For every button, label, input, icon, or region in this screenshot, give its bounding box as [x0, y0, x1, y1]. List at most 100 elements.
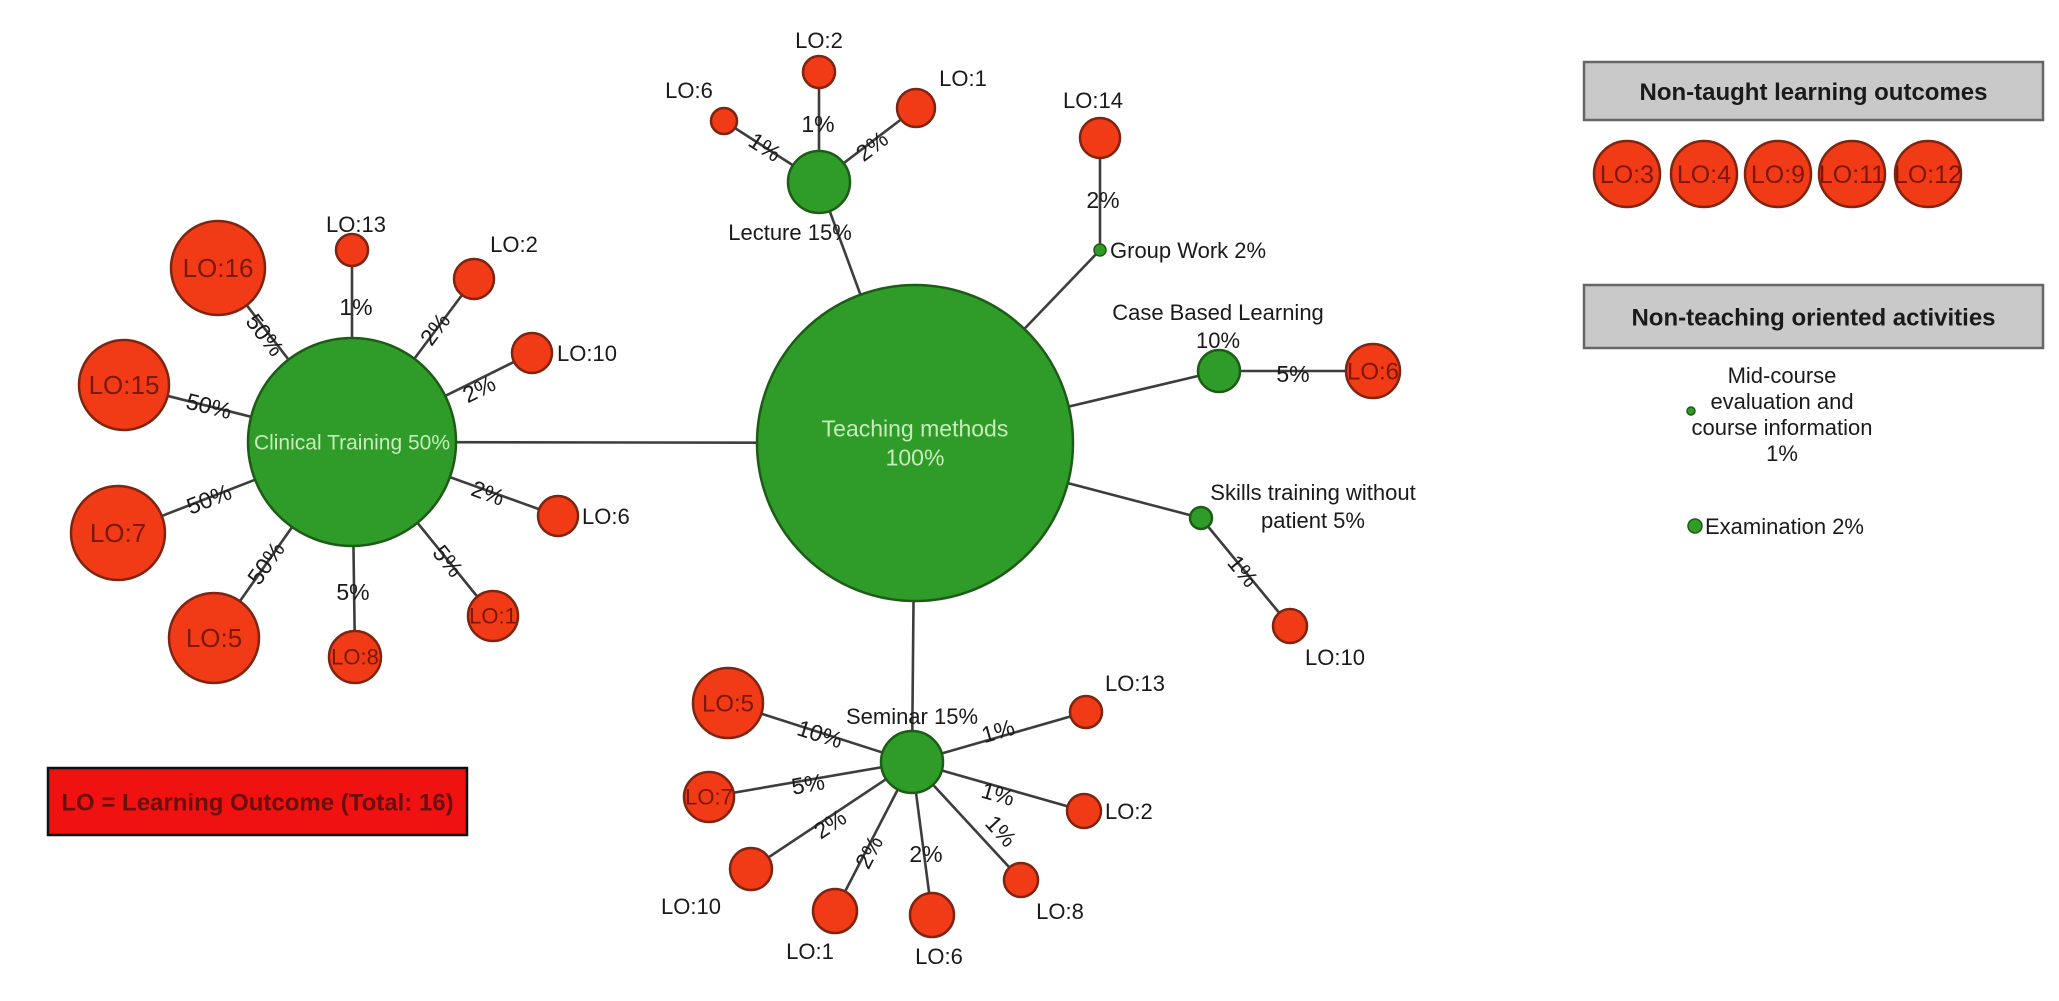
node-label-cbl: Case Based Learning [1112, 300, 1324, 325]
edge-label-seminar-m1: 2% [850, 831, 888, 872]
node-r12 [1893, 139, 1963, 209]
node-c15 [77, 338, 171, 432]
node-c10 [510, 331, 554, 375]
node-m6 [908, 891, 956, 939]
node-inside-label-teaching: 100% [886, 444, 945, 470]
edge-label-clinical-c1: 5% [427, 540, 468, 582]
node-inside-label-r11: LO:11 [1819, 161, 1885, 189]
node-r4 [1669, 139, 1739, 209]
edge-label-clinical-c2: 2% [415, 308, 456, 350]
node-seminar [879, 729, 945, 795]
node-label-l6: LO:6 [665, 78, 713, 103]
node-label-groupwork: Group Work 2% [1110, 238, 1266, 263]
node-label-l1: LO:1 [939, 66, 987, 91]
node-inside-label-c7: LO:7 [90, 518, 146, 548]
edge-skills-s10 [1199, 517, 1292, 627]
node-inside-label-c16: LO:16 [183, 253, 254, 283]
edge-label-seminar-m6: 2% [909, 841, 942, 867]
edge-label-groupwork-g14: 2% [1086, 187, 1119, 213]
node-label-seminar: Seminar 15% [846, 704, 978, 729]
node-c7 [69, 484, 167, 582]
edge-label-clinical-c16: 50% [241, 309, 290, 361]
edge-label-lecture-l2: 1% [801, 111, 834, 137]
node-m7 [682, 770, 736, 824]
node-m2 [1065, 792, 1103, 830]
nodes-layer [69, 54, 1963, 939]
edge-label-seminar-m2: 1% [978, 777, 1017, 811]
edge-label-seminar-m10: 2% [809, 804, 851, 844]
legend-box [46, 766, 469, 837]
node-m8 [1002, 861, 1040, 899]
node-inside-label-m7: LO:7 [685, 785, 733, 810]
node-inside-label-c15: LO:15 [89, 370, 160, 400]
edge-seminar-m7 [708, 760, 913, 799]
node-label-exam: Examination 2% [1705, 514, 1864, 539]
node-g14 [1078, 116, 1122, 160]
node-inside-label-clinical: Clinical Training 50% [254, 431, 450, 454]
node-inside-label-r4: LO:4 [1677, 161, 1731, 189]
node-inside-label-teaching: Teaching methods [822, 416, 1009, 442]
node-inside-label-c1: LO:1 [469, 604, 517, 629]
node-m10 [728, 846, 774, 892]
edge-label-seminar-m8: 1% [980, 810, 1022, 852]
edge-label-clinical-c5: 50% [242, 537, 290, 590]
node-label-g14: LO:14 [1063, 88, 1123, 113]
edge-label-clinical-c13: 1% [339, 294, 372, 320]
node-lecture [786, 149, 852, 215]
node-inside-label-r12: LO:12 [1894, 161, 1962, 189]
node-c1 [466, 589, 520, 643]
node-inside-label-cb6: LO:6 [1347, 358, 1399, 385]
node-c6 [536, 494, 580, 538]
node-label-c13: LO:13 [326, 212, 386, 237]
node-inside-label-m5: LO:5 [702, 690, 754, 717]
edge-label-clinical-c10: 2% [458, 370, 499, 408]
node-skills [1188, 505, 1214, 531]
edge-label-seminar-m7: 5% [789, 768, 826, 799]
node-c2 [452, 257, 496, 301]
node-label-skills: patient 5% [1261, 508, 1365, 533]
node-label-l2: LO:2 [795, 28, 843, 53]
edge-label-clinical-c15: 50% [184, 388, 235, 424]
node-label-m8: LO:8 [1036, 899, 1084, 924]
node-c16 [169, 219, 267, 317]
node-exam [1687, 518, 1703, 534]
node-midcourse [1686, 406, 1696, 416]
node-l2 [801, 54, 837, 90]
node-inside-label-c5: LO:5 [186, 623, 242, 653]
node-label-c10: LO:10 [557, 341, 617, 366]
node-label-lecture: Lecture 15% [728, 220, 852, 245]
node-c8 [327, 629, 383, 685]
node-m5 [691, 666, 765, 740]
node-inside-label-r9: LO:9 [1751, 161, 1805, 189]
legend-label: LO = Learning Outcome (Total: 16) [61, 790, 453, 817]
node-label-midcourse: Mid-course [1728, 363, 1837, 388]
node-m13 [1068, 694, 1104, 730]
edge-label-clinical-c7: 50% [183, 479, 235, 520]
non-taught-header-box [1582, 60, 2045, 122]
non-teaching-header-label: Non-teaching oriented activities [1631, 305, 1995, 332]
non-taught-header-label: Non-taught learning outcomes [1640, 79, 1988, 106]
node-cb6 [1344, 342, 1402, 400]
edge-label-cbl-cb6: 5% [1276, 361, 1309, 387]
node-l1 [895, 87, 937, 129]
node-teaching [755, 283, 1075, 603]
node-label-c6: LO:6 [582, 504, 630, 529]
node-label-c2: LO:2 [490, 232, 538, 257]
node-r3 [1592, 139, 1662, 209]
node-label-m1: LO:1 [786, 939, 834, 964]
node-label-midcourse: evaluation and [1710, 389, 1853, 414]
node-clinical [246, 336, 458, 548]
node-m1 [811, 887, 859, 935]
node-r11 [1817, 139, 1887, 209]
node-r9 [1743, 139, 1813, 209]
node-label-s10: LO:10 [1305, 645, 1365, 670]
node-inside-label-r3: LO:3 [1600, 161, 1654, 189]
node-label-midcourse: 1% [1766, 441, 1798, 466]
edge-label-clinical-c6: 2% [468, 475, 508, 511]
node-label-cbl: 10% [1196, 328, 1240, 353]
node-s10 [1271, 607, 1309, 645]
node-label-skills: Skills training without [1210, 480, 1415, 505]
edge-label-seminar-m13: 1% [978, 714, 1017, 748]
